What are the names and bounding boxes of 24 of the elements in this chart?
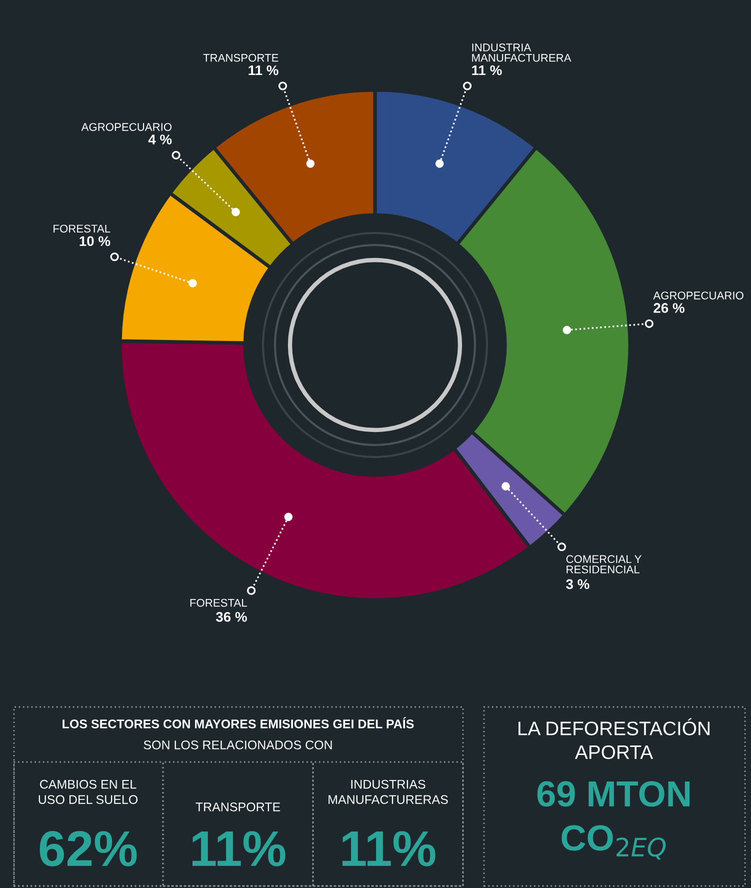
slice-label: INDUSTRIA MANUFACTURERA	[472, 44, 572, 62]
data-label: 11 %	[472, 65, 502, 76]
text: TRANSPORTE	[196, 802, 280, 812]
slice-label: FORESTAL	[190, 598, 247, 607]
text: LOS SECTORES CON MAYORES EMISIONES GEI DEL PAÍS	[62, 717, 414, 728]
text: INDUSTRIAS MANUFACTURERAS	[328, 780, 448, 804]
data-label: 11 %	[248, 65, 278, 76]
text: 62%	[40, 831, 137, 866]
text: 11%	[342, 831, 436, 866]
data-label: 4 %	[148, 134, 172, 144]
data-label: 10 %	[80, 236, 110, 246]
text: 11%	[192, 831, 286, 866]
text: SON LOS RELACIONADOS CON	[144, 740, 332, 750]
data-label: 36 %	[216, 612, 247, 622]
data-label: 26 %	[654, 303, 684, 313]
text: 69 MTON CO$_{2EQ}$	[537, 781, 690, 860]
slice-label: TRANSPORTE	[203, 54, 278, 62]
text: CAMBIOS EN EL USO DEL SUELO	[38, 780, 138, 804]
slice-label: AGROPECUARIO	[653, 292, 744, 300]
slice-label: AGROPECUARIO	[81, 123, 172, 131]
data-label: 3 %	[566, 579, 590, 590]
text: LA DEFORESTACIÓN APORTA	[518, 718, 710, 760]
slice-label: FORESTAL	[54, 224, 110, 233]
slice-label: COMERCIAL Y RESIDENCIAL	[566, 555, 642, 574]
